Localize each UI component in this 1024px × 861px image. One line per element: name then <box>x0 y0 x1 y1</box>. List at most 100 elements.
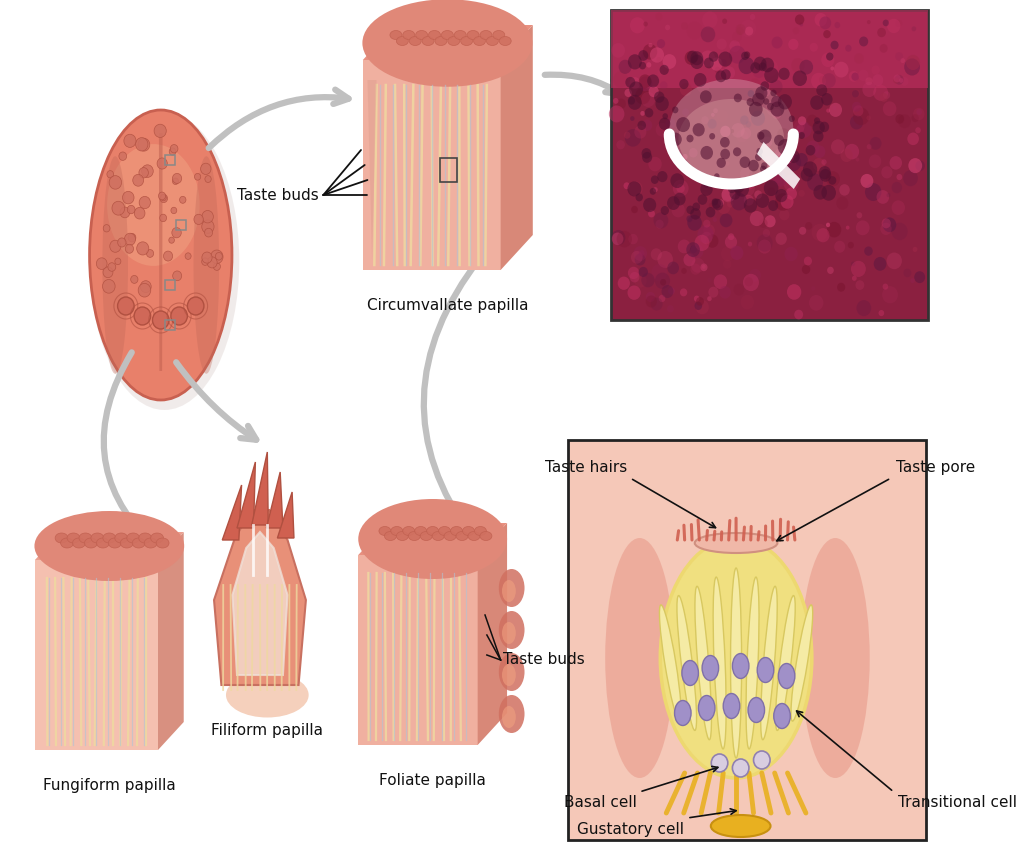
Polygon shape <box>252 452 268 525</box>
Circle shape <box>213 263 220 270</box>
Circle shape <box>743 274 759 291</box>
Circle shape <box>732 759 749 777</box>
Circle shape <box>787 150 800 163</box>
Ellipse shape <box>151 533 164 543</box>
Circle shape <box>914 271 925 283</box>
Circle shape <box>788 138 795 144</box>
Circle shape <box>759 219 768 228</box>
Ellipse shape <box>420 531 432 541</box>
Circle shape <box>635 254 645 265</box>
Circle shape <box>690 51 703 65</box>
Circle shape <box>638 50 648 61</box>
Ellipse shape <box>73 538 85 548</box>
Circle shape <box>729 46 745 64</box>
Circle shape <box>783 175 799 191</box>
Circle shape <box>703 225 715 237</box>
Circle shape <box>172 173 181 183</box>
Ellipse shape <box>108 144 200 266</box>
Circle shape <box>646 292 655 302</box>
Circle shape <box>660 206 669 215</box>
Circle shape <box>906 55 920 70</box>
Ellipse shape <box>480 531 492 541</box>
Circle shape <box>202 258 209 265</box>
Circle shape <box>700 51 715 67</box>
Circle shape <box>915 127 921 133</box>
Circle shape <box>821 159 826 165</box>
Ellipse shape <box>102 156 128 374</box>
Circle shape <box>916 109 922 115</box>
Circle shape <box>829 102 842 117</box>
Circle shape <box>749 102 763 117</box>
Ellipse shape <box>358 499 507 579</box>
Circle shape <box>775 193 792 211</box>
Circle shape <box>812 121 825 134</box>
Circle shape <box>764 156 774 167</box>
Circle shape <box>613 71 628 87</box>
Circle shape <box>611 43 625 58</box>
Ellipse shape <box>695 586 712 740</box>
Circle shape <box>650 298 663 311</box>
Circle shape <box>877 190 889 204</box>
Ellipse shape <box>659 605 681 722</box>
Circle shape <box>811 286 815 291</box>
Circle shape <box>728 233 734 240</box>
Circle shape <box>881 223 892 235</box>
Circle shape <box>807 115 818 127</box>
Circle shape <box>893 77 899 84</box>
Circle shape <box>722 188 735 202</box>
Circle shape <box>659 81 668 90</box>
Ellipse shape <box>89 112 240 410</box>
Circle shape <box>799 132 805 139</box>
Circle shape <box>819 16 831 29</box>
Circle shape <box>650 47 664 63</box>
Ellipse shape <box>493 30 505 40</box>
Circle shape <box>775 189 787 202</box>
Circle shape <box>860 174 873 188</box>
Ellipse shape <box>415 526 427 536</box>
Circle shape <box>720 149 730 159</box>
Circle shape <box>740 181 755 196</box>
Ellipse shape <box>60 538 74 548</box>
Ellipse shape <box>677 596 696 730</box>
Circle shape <box>852 90 859 97</box>
Circle shape <box>853 105 863 116</box>
Circle shape <box>706 207 716 218</box>
Circle shape <box>102 280 115 294</box>
Circle shape <box>686 242 699 257</box>
Circle shape <box>729 188 740 200</box>
Circle shape <box>154 124 166 138</box>
Ellipse shape <box>694 533 777 553</box>
Circle shape <box>139 196 151 208</box>
Circle shape <box>160 214 167 221</box>
Ellipse shape <box>410 36 421 46</box>
Circle shape <box>131 276 138 283</box>
Circle shape <box>769 218 774 223</box>
Circle shape <box>164 251 173 261</box>
Circle shape <box>752 93 765 106</box>
Circle shape <box>755 153 762 161</box>
Circle shape <box>611 230 626 245</box>
Circle shape <box>837 282 845 292</box>
Circle shape <box>170 145 178 153</box>
Circle shape <box>913 108 925 121</box>
Ellipse shape <box>486 36 499 46</box>
Circle shape <box>777 172 781 177</box>
Circle shape <box>663 113 668 119</box>
Circle shape <box>756 86 767 100</box>
Circle shape <box>629 181 642 196</box>
Circle shape <box>718 199 724 206</box>
Ellipse shape <box>438 526 451 536</box>
Circle shape <box>809 295 823 311</box>
Circle shape <box>689 148 697 158</box>
Circle shape <box>740 294 754 309</box>
Circle shape <box>778 94 792 109</box>
Circle shape <box>701 116 709 124</box>
Ellipse shape <box>757 658 774 683</box>
Circle shape <box>880 93 888 102</box>
Circle shape <box>835 22 841 28</box>
Ellipse shape <box>502 622 516 644</box>
Circle shape <box>749 269 761 282</box>
Circle shape <box>625 89 632 97</box>
Circle shape <box>840 184 850 195</box>
Circle shape <box>800 59 813 75</box>
